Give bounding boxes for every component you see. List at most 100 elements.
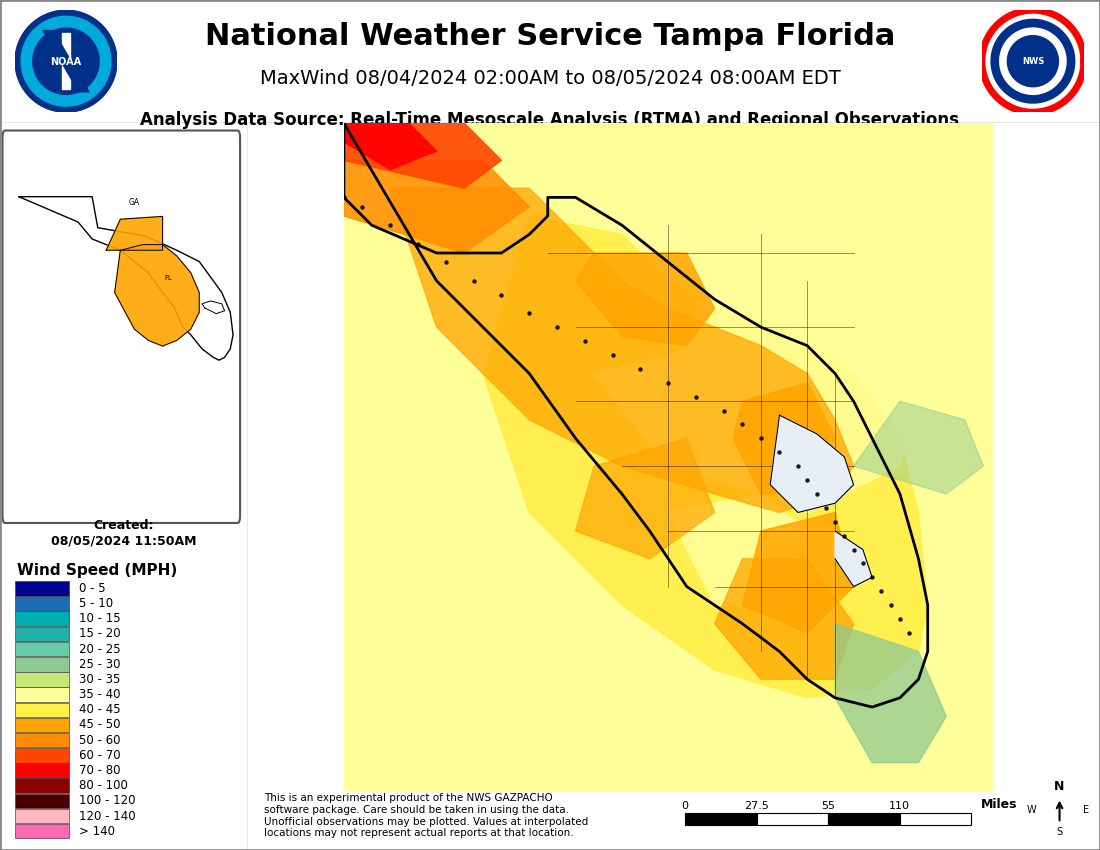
- Text: 25 - 30: 25 - 30: [79, 658, 121, 671]
- FancyBboxPatch shape: [2, 131, 240, 523]
- Polygon shape: [107, 217, 163, 250]
- Polygon shape: [1000, 28, 1066, 94]
- Text: 40 - 45: 40 - 45: [79, 703, 121, 717]
- Point: [688, 390, 705, 404]
- Bar: [15, 824, 69, 838]
- Text: 120 - 140: 120 - 140: [79, 809, 135, 823]
- Bar: [15, 657, 69, 672]
- Point: [715, 404, 733, 417]
- Bar: [15, 702, 69, 717]
- Polygon shape: [202, 301, 224, 314]
- Point: [437, 256, 454, 269]
- Point: [882, 598, 900, 612]
- Point: [734, 417, 751, 431]
- Polygon shape: [43, 31, 89, 92]
- Text: 45 - 50: 45 - 50: [79, 718, 121, 732]
- Polygon shape: [344, 161, 529, 253]
- Text: 20 - 25: 20 - 25: [79, 643, 121, 655]
- Bar: [15, 794, 69, 808]
- Text: National Weather Service Tampa Florida: National Weather Service Tampa Florida: [205, 22, 895, 51]
- Bar: [15, 808, 69, 824]
- Text: 10 - 15: 10 - 15: [79, 612, 121, 626]
- Text: 0 - 5: 0 - 5: [79, 582, 106, 595]
- Point: [659, 376, 676, 389]
- Text: 30 - 35: 30 - 35: [79, 673, 121, 686]
- Polygon shape: [715, 558, 854, 679]
- Polygon shape: [344, 123, 502, 188]
- Bar: [15, 748, 69, 762]
- Text: Created:
08/05/2024 11:50AM: Created: 08/05/2024 11:50AM: [51, 519, 197, 547]
- Point: [799, 473, 816, 487]
- Text: S: S: [1056, 827, 1063, 837]
- Text: 110: 110: [889, 801, 910, 811]
- Bar: [15, 763, 69, 778]
- Polygon shape: [835, 531, 872, 586]
- Polygon shape: [733, 382, 835, 494]
- Text: N: N: [1055, 780, 1065, 794]
- Bar: [828, 813, 900, 825]
- Point: [864, 570, 881, 584]
- Point: [382, 218, 399, 232]
- Polygon shape: [344, 123, 437, 170]
- Bar: [900, 813, 971, 825]
- Text: Analysis Data Source: Real-Time Mesoscale Analysis (RTMA) and Regional Observati: Analysis Data Source: Real-Time Mesoscal…: [141, 111, 959, 129]
- Polygon shape: [854, 401, 983, 494]
- Polygon shape: [344, 123, 992, 790]
- Point: [836, 529, 854, 542]
- Bar: [15, 626, 69, 641]
- Point: [353, 200, 371, 213]
- Text: W: W: [1026, 805, 1036, 814]
- Polygon shape: [668, 494, 807, 605]
- Text: NWS: NWS: [1022, 57, 1044, 65]
- Polygon shape: [835, 624, 946, 762]
- Point: [548, 320, 565, 334]
- Text: 50 - 60: 50 - 60: [79, 734, 121, 746]
- Bar: [685, 813, 757, 825]
- Polygon shape: [982, 10, 1084, 112]
- Point: [807, 487, 825, 501]
- Text: 0: 0: [682, 801, 689, 811]
- Polygon shape: [594, 346, 807, 494]
- Point: [901, 626, 918, 640]
- Text: MaxWind 08/04/2024 02:00AM to 08/05/2024 08:00AM EDT: MaxWind 08/04/2024 02:00AM to 08/05/2024…: [260, 69, 840, 88]
- Polygon shape: [114, 245, 199, 346]
- Polygon shape: [575, 439, 715, 558]
- Point: [891, 612, 909, 626]
- Text: 27.5: 27.5: [745, 801, 769, 811]
- Polygon shape: [21, 16, 111, 106]
- Point: [826, 515, 844, 529]
- Text: 5 - 10: 5 - 10: [79, 597, 113, 610]
- Text: 70 - 80: 70 - 80: [79, 764, 121, 777]
- Polygon shape: [770, 415, 854, 513]
- Polygon shape: [668, 253, 918, 513]
- Bar: [15, 581, 69, 596]
- Polygon shape: [33, 28, 99, 94]
- Bar: [757, 813, 828, 825]
- Point: [771, 445, 789, 459]
- Polygon shape: [1008, 36, 1058, 87]
- Point: [336, 190, 353, 204]
- Point: [576, 334, 594, 348]
- Text: NOAA: NOAA: [51, 57, 81, 67]
- Text: > 140: > 140: [79, 824, 116, 838]
- Polygon shape: [575, 253, 715, 346]
- Text: Miles: Miles: [981, 798, 1018, 811]
- Text: 60 - 70: 60 - 70: [79, 749, 121, 762]
- Polygon shape: [991, 20, 1075, 103]
- Polygon shape: [483, 216, 927, 698]
- Bar: [15, 597, 69, 611]
- Bar: [15, 717, 69, 732]
- Point: [845, 543, 862, 557]
- Point: [493, 288, 510, 302]
- Bar: [15, 733, 69, 747]
- Point: [789, 459, 806, 473]
- Point: [465, 274, 483, 287]
- Text: This is an experimental product of the NWS GAZPACHO
software package. Care shoul: This is an experimental product of the N…: [264, 794, 588, 838]
- Bar: [15, 611, 69, 626]
- Bar: [15, 672, 69, 687]
- Text: E: E: [1084, 805, 1089, 814]
- Text: 100 - 120: 100 - 120: [79, 795, 135, 807]
- Text: Wind Speed (MPH): Wind Speed (MPH): [18, 563, 177, 578]
- Bar: [15, 779, 69, 793]
- Point: [854, 557, 871, 570]
